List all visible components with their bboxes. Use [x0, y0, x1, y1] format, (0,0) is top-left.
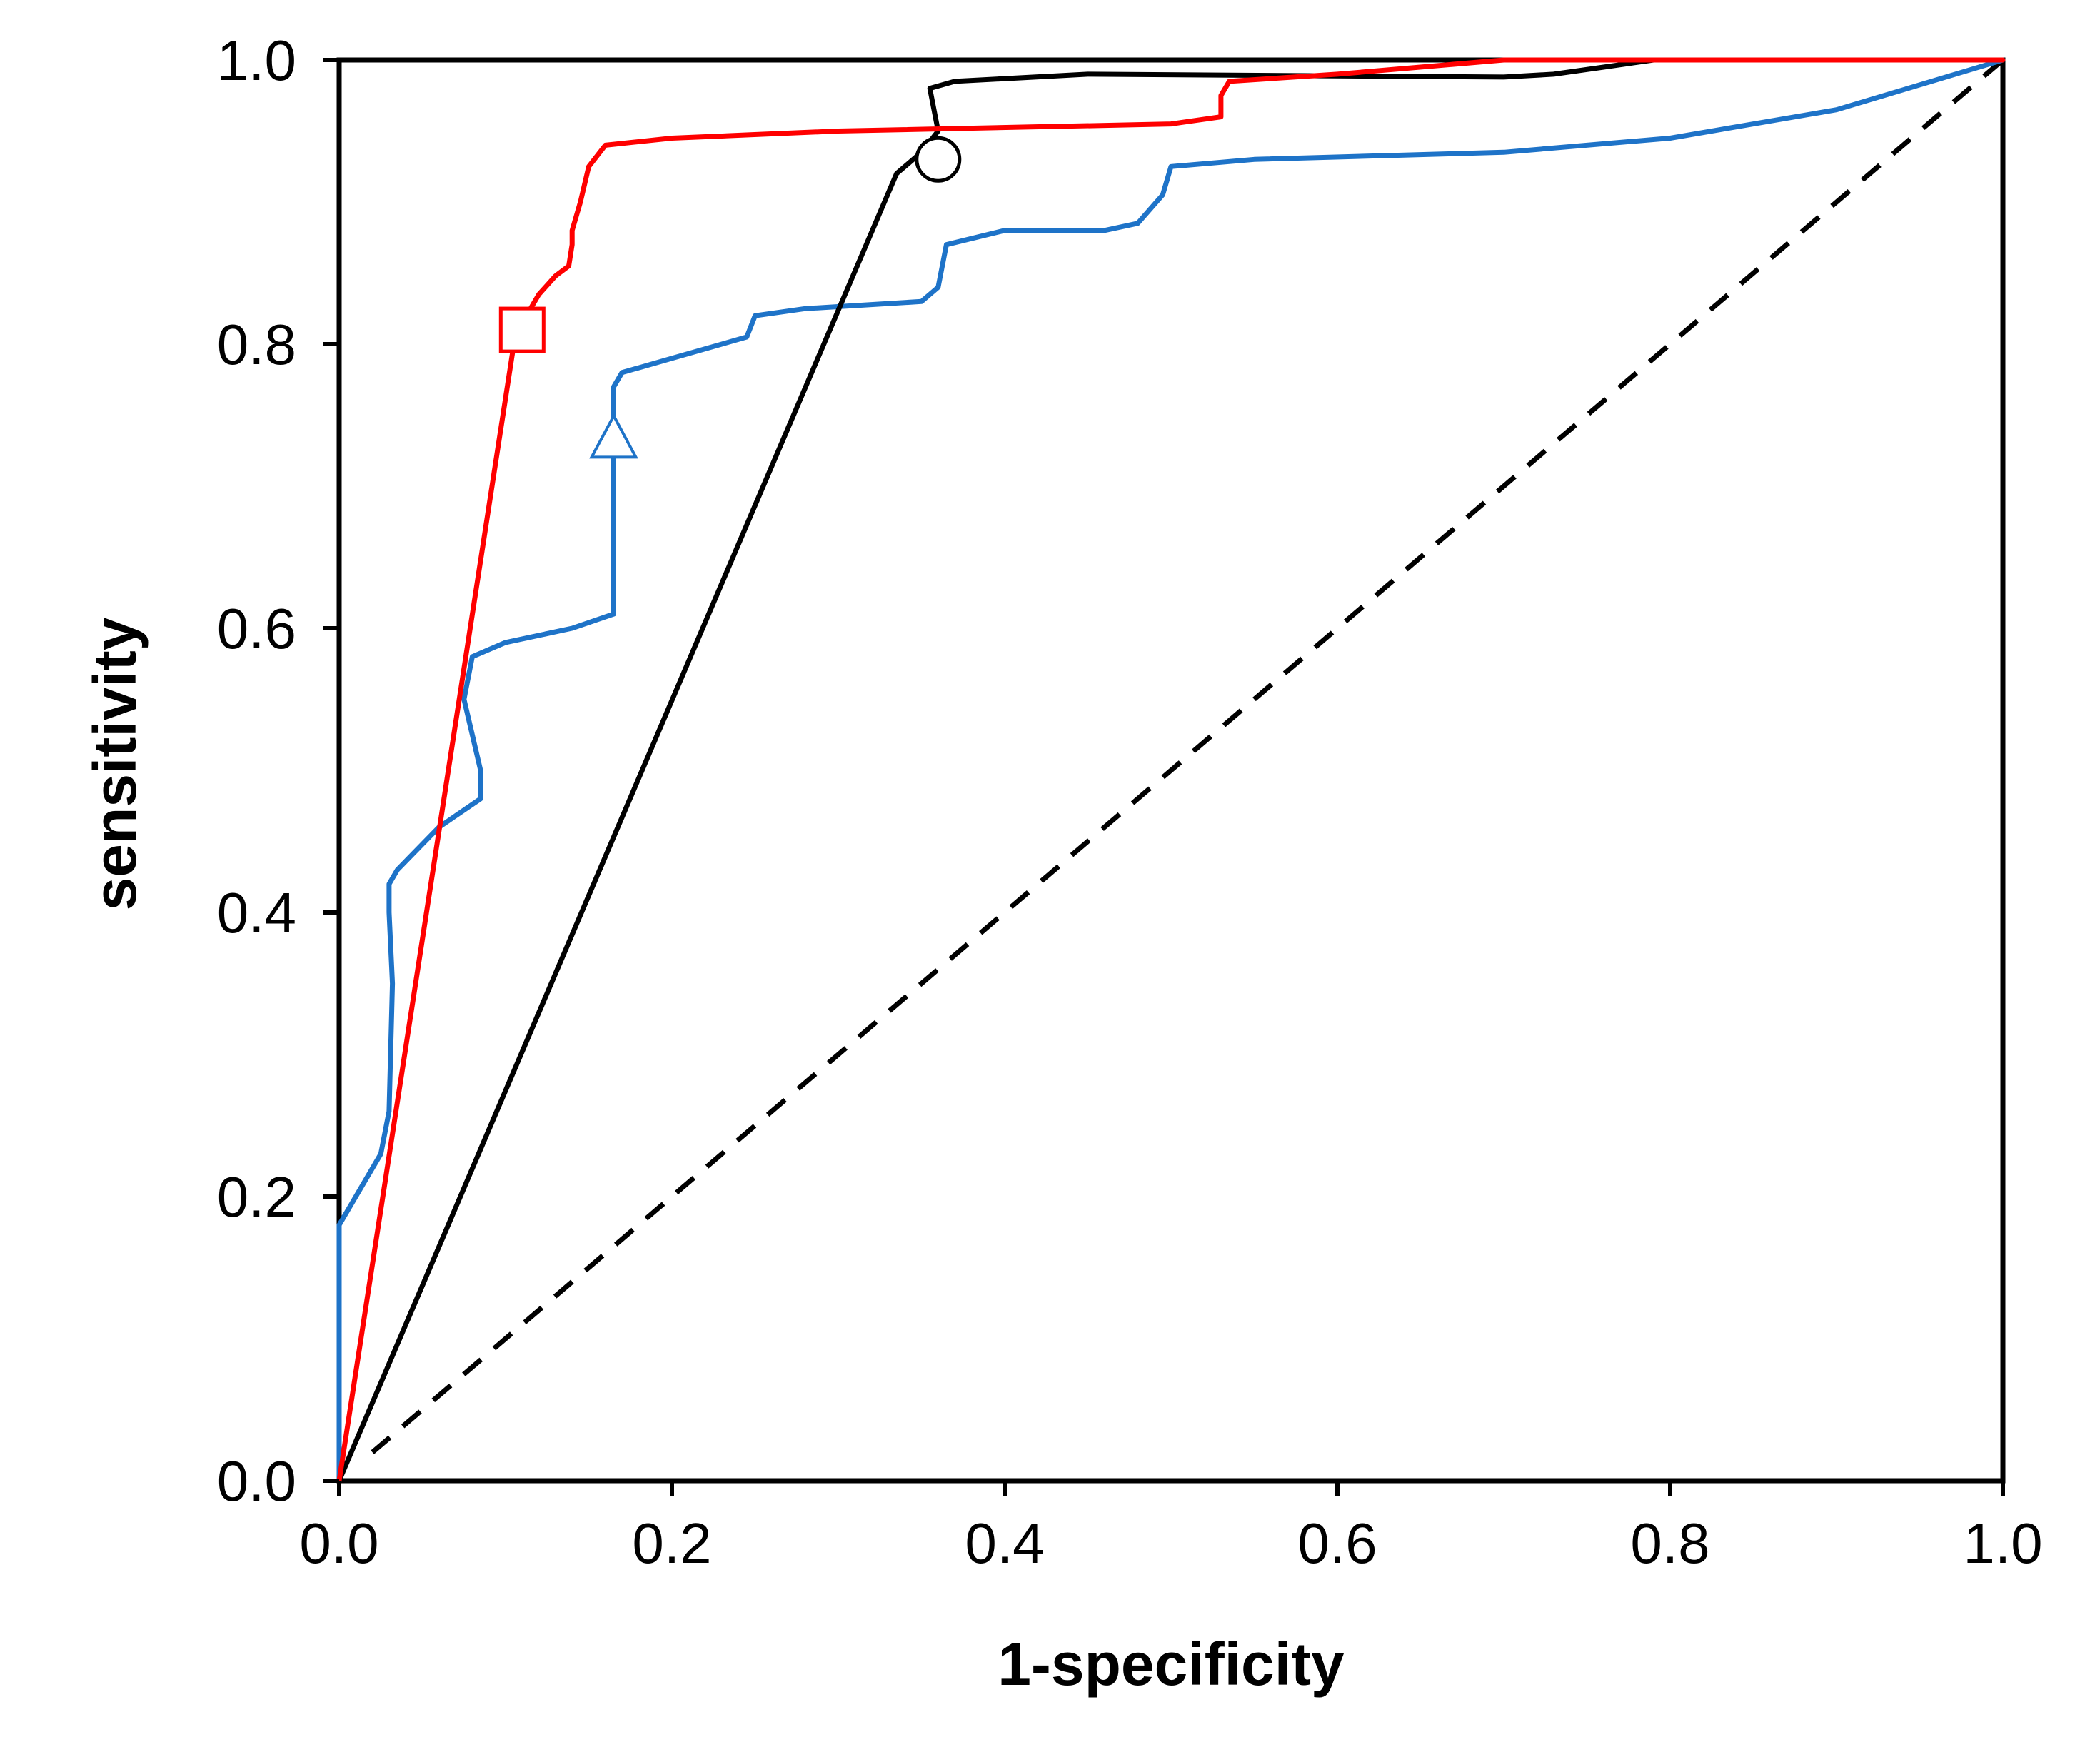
marker-circle	[915, 136, 962, 183]
plot-area	[336, 57, 2006, 1484]
y-axis-ticks: 0.0 0.2 0.4 0.6 0.8 1.0	[217, 29, 339, 1513]
y-tick-label: 0.2	[217, 1165, 296, 1229]
x-tick-label: 0.4	[965, 1511, 1044, 1575]
y-tick-label: 0.0	[217, 1449, 296, 1513]
y-tick-label: 0.6	[217, 597, 296, 660]
series-line-reference	[371, 58, 2005, 1454]
plot-frame	[336, 57, 2006, 1484]
x-tick-label: 0.6	[1297, 1511, 1377, 1575]
marker-square	[498, 306, 546, 353]
y-tick-label: 0.8	[217, 313, 296, 376]
x-tick-label: 0.8	[1630, 1511, 1709, 1575]
marker-triangle	[589, 413, 638, 459]
y-tick-label: 0.4	[217, 881, 296, 945]
x-tick-label: 1.0	[1963, 1511, 2042, 1575]
series-line-blue	[336, 57, 2006, 1484]
series-line-red	[336, 57, 2006, 1484]
x-tick-label: 0.2	[632, 1511, 711, 1575]
y-tick-label: 1.0	[217, 29, 296, 92]
y-axis-title: sensitivity	[81, 617, 149, 910]
x-axis-title: 1-specificity	[998, 1631, 1345, 1698]
x-tick-label: 0.0	[299, 1511, 378, 1575]
x-axis-ticks: 0.0 0.2 0.4 0.6 0.8 1.0	[299, 1481, 2043, 1575]
